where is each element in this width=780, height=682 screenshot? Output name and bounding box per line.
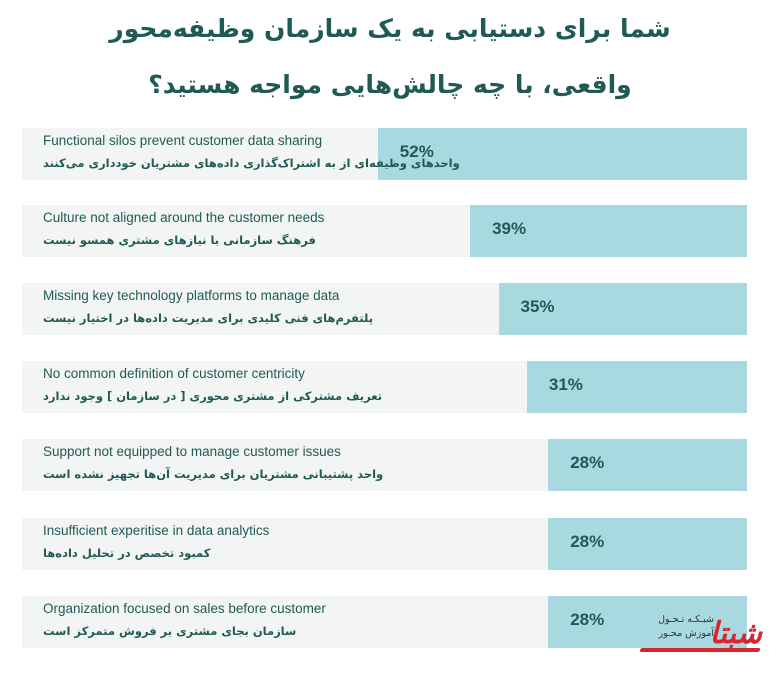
chart-row: 35% Missing key technology platforms to m… (22, 283, 747, 335)
category-label-fa: واحدهای وظیفه‌ای از به اشتراک‌گذاری داده… (43, 156, 460, 170)
logo-swoosh-icon (639, 648, 761, 652)
bar (548, 596, 747, 648)
bar-value-label: 39% (492, 219, 527, 238)
chart-row: 28% Organization focused on sales before … (22, 596, 747, 648)
bar-value-label: 28% (570, 610, 605, 629)
bar (470, 205, 747, 257)
bar-value-label: 28% (570, 532, 605, 551)
bar-value-label: 35% (520, 297, 555, 316)
bar-value-label: 52% (399, 142, 434, 161)
bar (548, 518, 747, 570)
category-label-en: Organization focused on sales before cus… (43, 601, 326, 616)
bar (377, 128, 747, 180)
category-label-en: Culture not aligned around the customer … (43, 210, 325, 225)
category-label-fa: کمبود تخصص در تحلیل داده‌ها (43, 546, 211, 560)
category-label-en: Functional silos prevent customer data s… (43, 133, 323, 148)
category-label-en: Missing key technology platforms to mana… (43, 288, 340, 303)
chart-row: 28% Insufficient experitise in data analy… (22, 518, 747, 570)
bar-value-label: 28% (570, 453, 605, 472)
chart-row: 39% Culture not aligned around the custom… (22, 205, 747, 257)
chart-title-line-2: واقعی، با چه چالش‌هایی مواجه هستید؟ (148, 70, 632, 99)
bar (526, 361, 747, 413)
bar-value-label: 31% (548, 375, 583, 394)
chart-row: 31% No common definition of customer cent… (22, 361, 747, 413)
logo-line-1: شبـکـه تـحـول (658, 614, 714, 625)
brand-logo: شبـکـه تـحـول آموزش محـور شبتا (636, 612, 764, 660)
category-label-en: Insufficient experitise in data analytic… (43, 523, 270, 538)
category-label-en: No common definition of customer centric… (43, 366, 305, 381)
category-label-fa: فرهنگ سازمانی با نیازهای مشتری همسو نیست (43, 233, 316, 247)
category-label-en: Support not equipped to manage customer … (43, 444, 341, 459)
logo-line-2: آموزش محـور (658, 628, 714, 639)
category-label-fa: پلتفرم‌های فنی کلیدی برای مدیریت داده‌ها… (43, 311, 374, 325)
chart-title-line-1: شما برای دستیابی به یک سازمان وظیفه‌محور (109, 14, 671, 43)
category-label-fa: سازمان بجای مشتری بر فروش متمرکز است (43, 624, 297, 638)
category-label-fa: واحد پشتیبانی مشتریان برای مدیریت آن‌ها … (43, 467, 384, 481)
bar (548, 439, 747, 491)
category-label-fa: تعریف مشترکی از مشتری محوری [ در سازمان … (43, 389, 383, 403)
chart-row: 28% Support not equipped to manage custom… (22, 439, 747, 491)
bar (498, 283, 747, 335)
chart-row: 52% Functional silos prevent customer dat… (22, 128, 747, 180)
logo-mark: شبتا (709, 616, 762, 651)
